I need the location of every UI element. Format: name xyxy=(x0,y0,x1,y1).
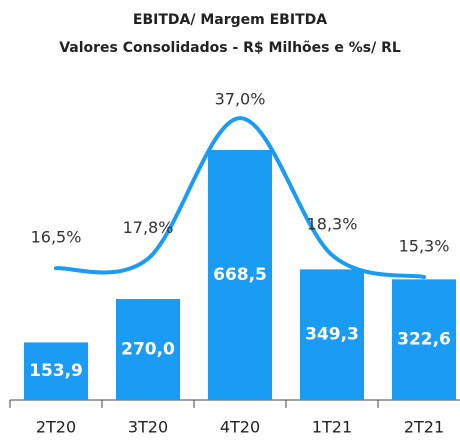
line-label: 37,0% xyxy=(215,90,266,109)
chart-subtitle: Valores Consolidados - R$ Milhões e %s/ … xyxy=(59,40,401,56)
bar xyxy=(392,279,456,400)
x-tick-label: 2T20 xyxy=(36,418,76,437)
line-label: 17,8% xyxy=(123,218,174,237)
margin-line xyxy=(54,116,426,280)
line-label: 16,5% xyxy=(31,228,82,247)
bar xyxy=(24,342,88,400)
chart-title: EBITDA/ Margem EBITDA xyxy=(133,12,327,28)
x-tick-label: 2T21 xyxy=(404,418,444,437)
bar-label: 668,5 xyxy=(213,265,267,285)
bar xyxy=(208,149,272,400)
bar-label: 153,9 xyxy=(29,361,83,381)
bar-label: 349,3 xyxy=(305,325,359,345)
bar-label: 322,6 xyxy=(397,330,451,350)
x-tick-label: 3T20 xyxy=(128,418,168,437)
bar xyxy=(116,299,180,400)
x-tick-label: 4T20 xyxy=(220,418,260,437)
line-label: 15,3% xyxy=(399,237,450,256)
bar xyxy=(300,269,364,400)
bar-label: 270,0 xyxy=(121,340,175,360)
x-tick-label: 1T21 xyxy=(312,418,352,437)
line-label: 18,3% xyxy=(307,215,358,234)
